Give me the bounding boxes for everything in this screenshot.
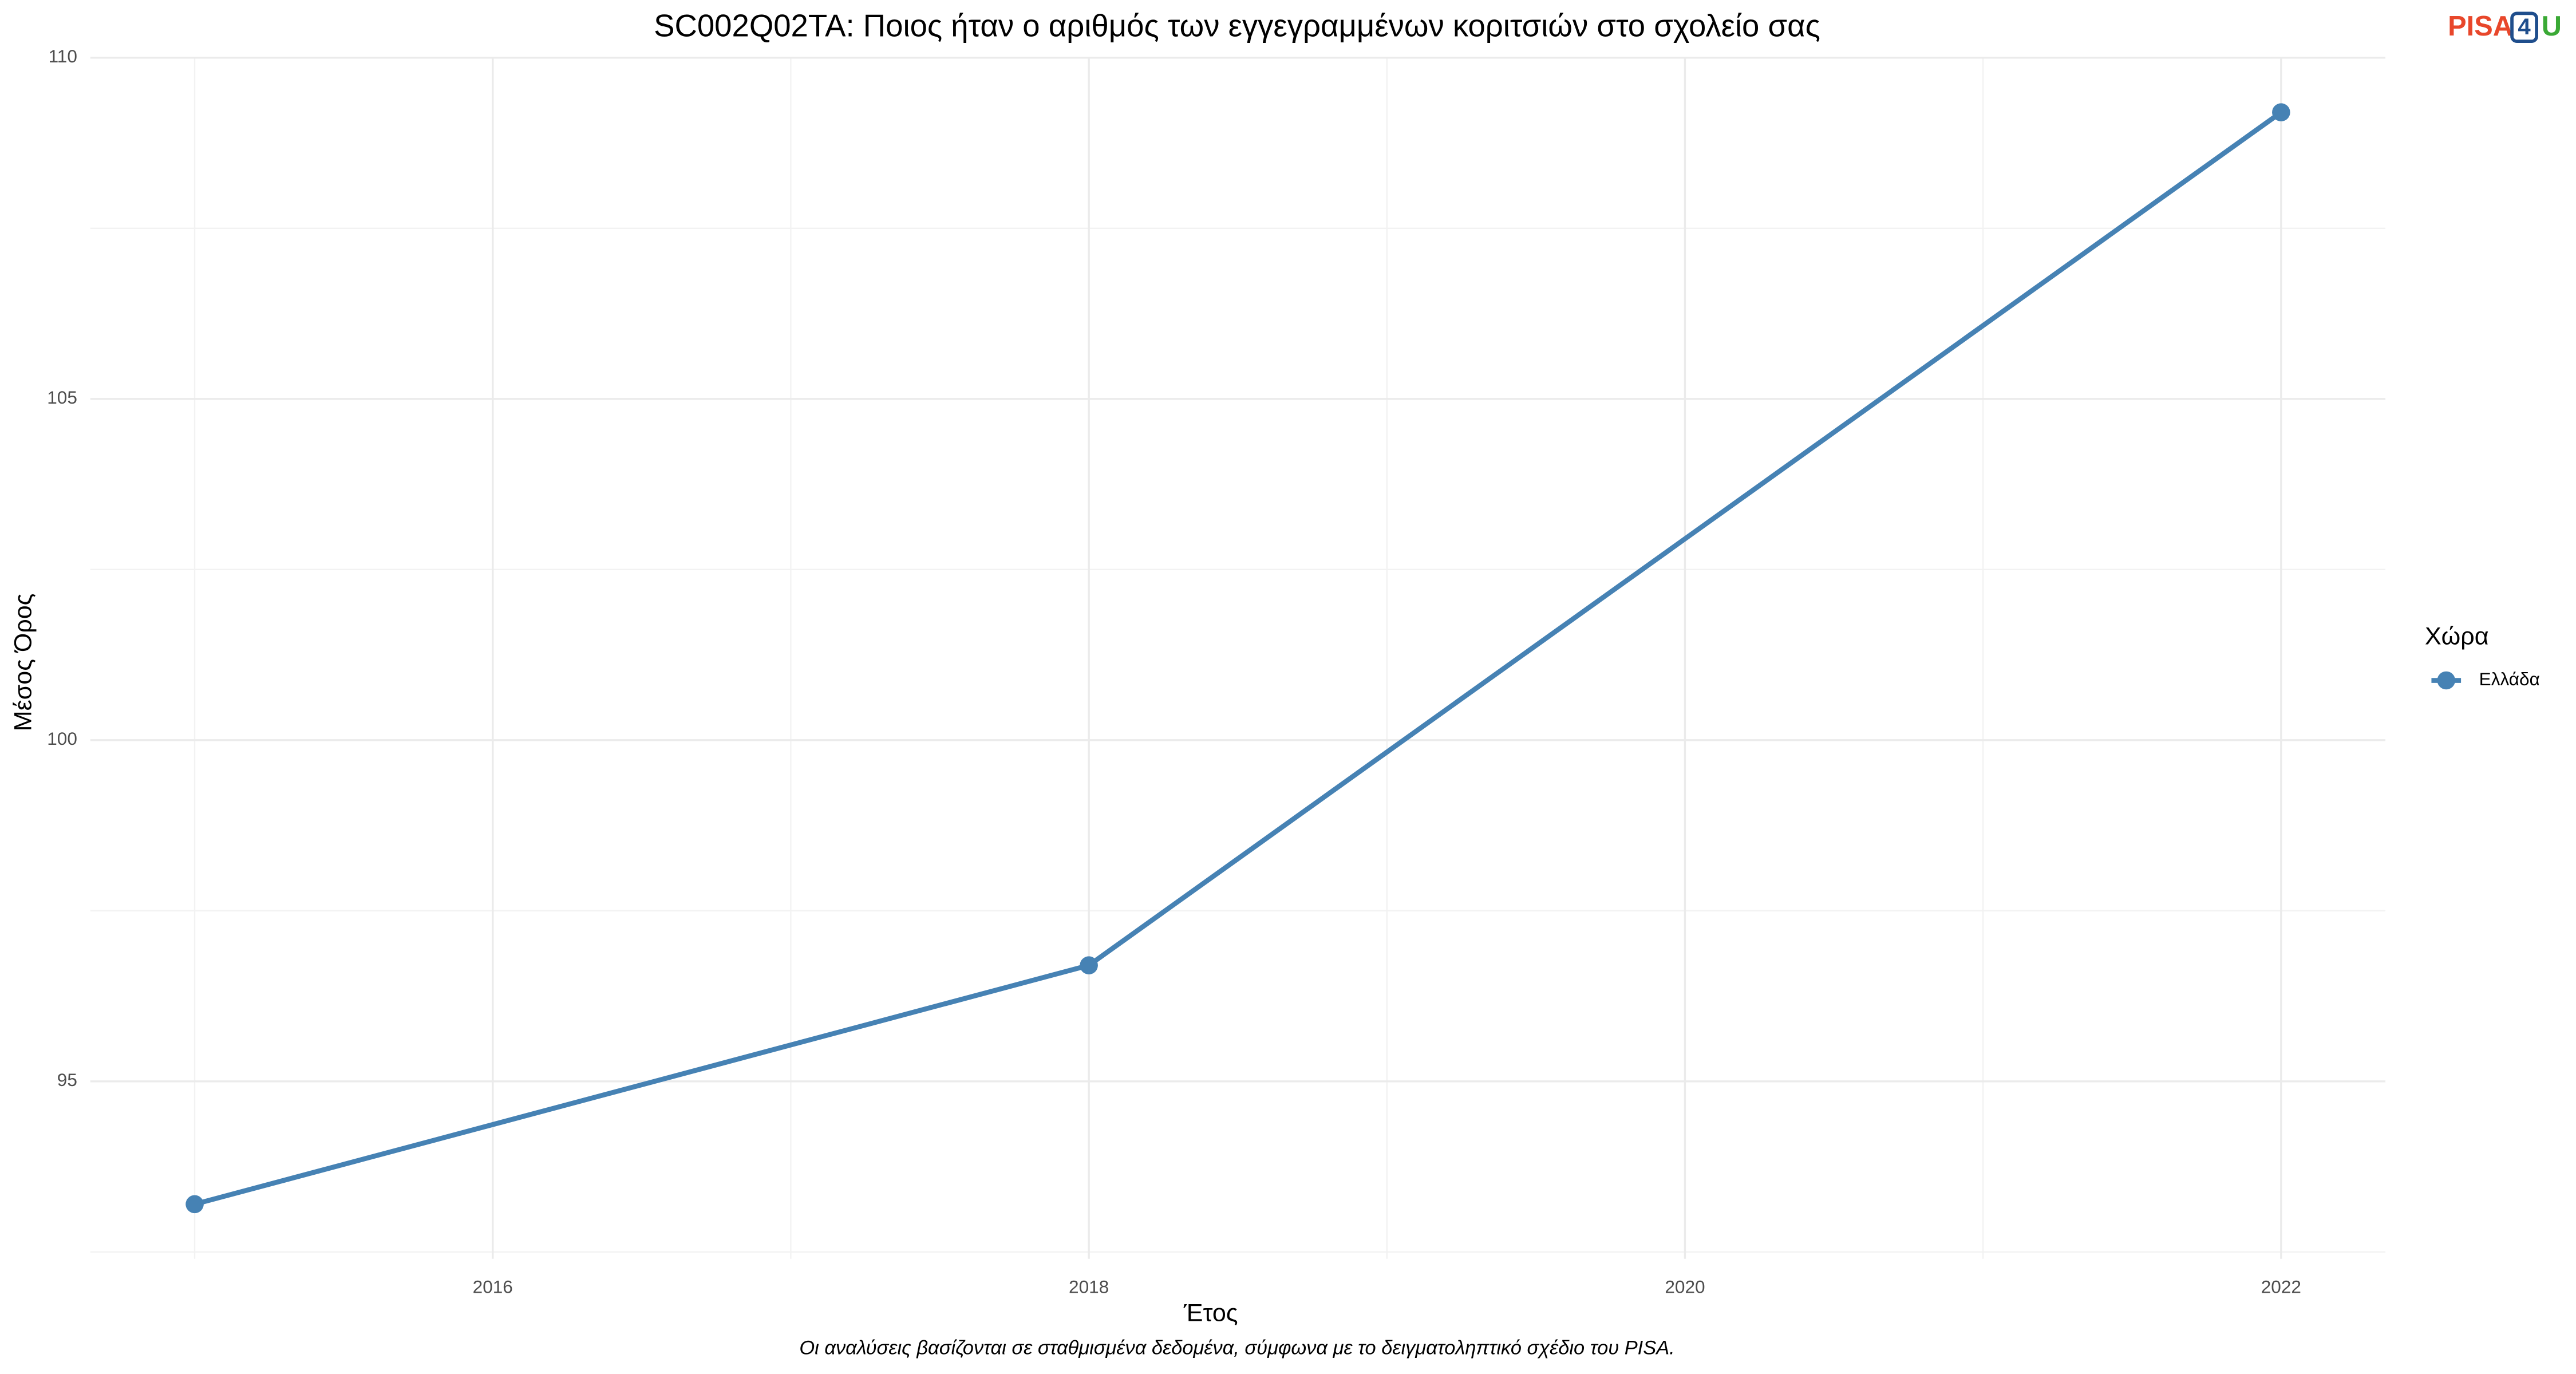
point xyxy=(185,1195,204,1214)
legend-label: Ελλάδα xyxy=(2479,669,2540,689)
x-tick-label: 2022 xyxy=(2261,1277,2301,1297)
caption: Οι αναλύσεις βασίζονται σε σταθμισμένα δ… xyxy=(799,1337,1674,1359)
point xyxy=(2272,103,2290,121)
legend-title: Χώρα xyxy=(2425,622,2489,650)
logo-box xyxy=(2510,11,2538,43)
x-axis-label: Έτος xyxy=(1183,1300,1238,1327)
x-tick-label: 2018 xyxy=(1069,1277,1109,1297)
logo-text: U xyxy=(2542,11,2562,42)
line xyxy=(193,110,2283,1207)
y-tick-label: 105 xyxy=(47,387,77,408)
logo-text: 4 xyxy=(2518,14,2531,40)
logo: PISA 4 U xyxy=(2448,11,2562,43)
chart-title: SC002Q02TA: Ποιος ήταν ο αριθμός των εγγ… xyxy=(654,9,1820,44)
x-tick-label: 2016 xyxy=(473,1277,513,1297)
y-tick-label: 110 xyxy=(49,46,77,66)
y-tick-label: 100 xyxy=(47,728,77,749)
y-axis-label: Μέσος Όρος xyxy=(9,594,37,732)
point xyxy=(1080,956,1098,974)
logo-text: PISA xyxy=(2448,11,2513,42)
y-tick-label: 95 xyxy=(57,1069,77,1090)
legend-key-point xyxy=(2437,671,2456,690)
x-tick-label: 2020 xyxy=(1665,1277,1705,1297)
